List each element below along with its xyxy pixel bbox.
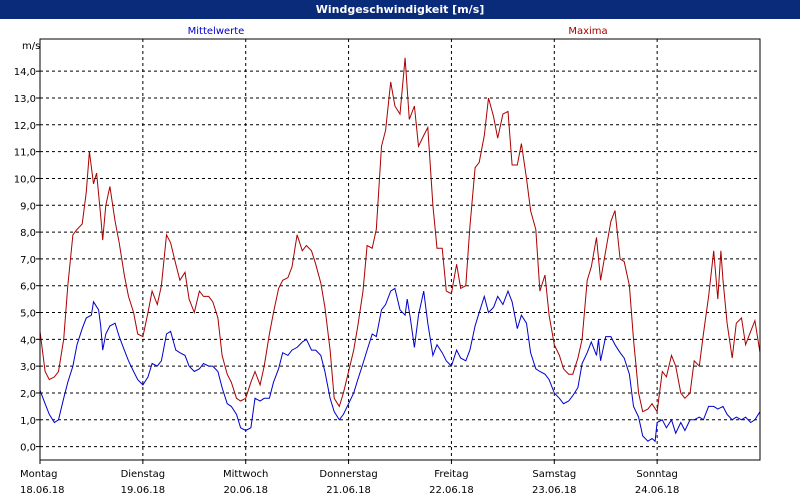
x-tick-date: 24.06.18 [635,485,680,496]
x-tick-day: Donnerstag [319,469,377,480]
x-tick-date: 18.06.18 [20,485,65,496]
y-tick-label: 8,0 [20,228,36,239]
x-tick-date: 20.06.18 [223,485,268,496]
x-tick-date: 19.06.18 [121,485,166,496]
x-tick-date: 22.06.18 [429,485,474,496]
plot-frame [39,38,761,461]
x-tick-day: Freitag [434,469,468,480]
x-tick-day: Mittwoch [223,469,268,480]
series-lines [39,57,761,443]
y-tick-label: 1,0 [20,416,36,427]
series-line-mittelwerte [39,287,761,443]
y-tick-label: 3,0 [20,362,36,373]
y-axis-label: m/s [22,41,40,52]
y-tick-label: 5,0 [20,309,36,320]
y-tick-label: 13,0 [14,94,36,105]
x-axis-ticks: Montag 18.06.18 Dienstag 19.06.18 Mittwoch 20… [20,460,679,496]
y-tick-label: 4,0 [20,335,36,346]
y-tick-label: 2,0 [20,389,36,400]
grid [40,39,760,460]
y-tick-label: 11,0 [14,148,36,159]
x-tick-day: Dienstag [121,469,166,480]
y-tick-label: 6,0 [20,282,36,293]
window-title: Windgeschwindigkeit [m/s] [0,0,800,19]
y-tick-label: 7,0 [20,255,36,266]
legend-mittelwerte: Mittelwerte [188,26,245,37]
y-tick-label: 9,0 [20,201,36,212]
y-tick-label: 0,0 [20,443,36,454]
series-line-maxima [39,57,761,414]
y-tick-label: 12,0 [14,121,36,132]
x-tick-date: 23.06.18 [532,485,577,496]
x-tick-day: Samstag [532,469,576,480]
x-tick-date: 21.06.18 [326,485,371,496]
y-tick-label: 10,0 [14,174,36,185]
y-tick-label: 14,0 [14,67,36,78]
legend-maxima: Maxima [568,26,607,37]
x-tick-day: Montag [20,469,57,480]
x-tick-day: Sonntag [636,469,678,480]
y-axis-ticks: 0,0 1,0 2,0 3,0 4,0 5,0 6,0 7,0 8,0 9,0 10,0 11,0 12… [14,67,40,454]
